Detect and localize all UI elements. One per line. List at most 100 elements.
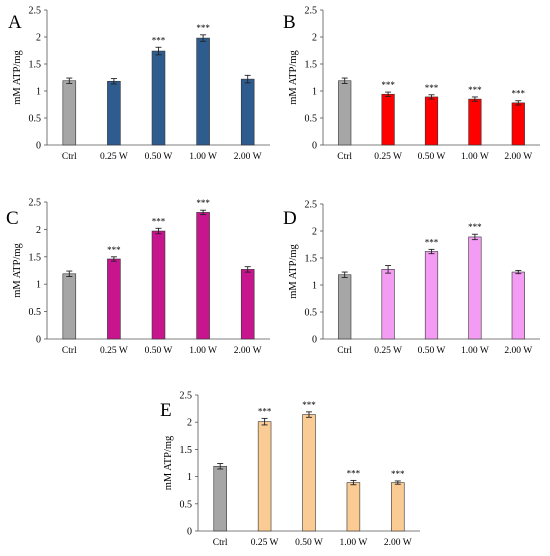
y-tick-label: 2.5	[29, 198, 42, 209]
bar	[424, 251, 439, 340]
y-tick-label: 1	[312, 281, 317, 292]
significance-marker: ***	[468, 85, 482, 95]
y-tick-label: 1	[36, 87, 41, 98]
y-tick-label: 0	[312, 141, 317, 152]
bar	[338, 80, 352, 146]
bar	[511, 102, 525, 146]
significance-marker: ***	[107, 245, 121, 255]
bar	[62, 80, 77, 146]
panel-label: E	[160, 400, 172, 421]
y-tick-label: 1	[312, 87, 317, 98]
significance-marker: ***	[425, 237, 439, 247]
significance-marker: ***	[347, 468, 361, 478]
x-tick-label: 2.00 W	[234, 346, 262, 356]
bar	[468, 98, 482, 146]
x-tick-label: 0.25 W	[100, 346, 128, 356]
bar	[511, 271, 525, 340]
chart-panel-c: C 0 0.5 1 1.5 2 2.5 mM ATP/mg Ctrl *** 0.25 W *** 0.…	[6, 198, 270, 356]
panel-label: B	[283, 12, 296, 33]
x-tick-label: 0.25 W	[100, 152, 128, 162]
y-tick-label: 1.5	[305, 254, 318, 265]
significance-marker: ***	[152, 216, 166, 226]
x-tick-label: 2.00 W	[384, 538, 412, 548]
bar	[151, 230, 166, 340]
y-tick-label: 2.5	[29, 6, 42, 17]
bar	[424, 96, 439, 146]
significance-marker: ***	[381, 80, 395, 90]
y-tick-label: 0.5	[305, 308, 318, 319]
bar	[213, 465, 227, 532]
y-tick-label: 1.5	[29, 252, 42, 263]
bar	[62, 273, 77, 340]
x-tick-label: 0.25 W	[251, 538, 279, 548]
y-tick-label: 1.5	[305, 60, 318, 71]
significance-marker: ***	[468, 222, 482, 232]
y-axis-label: mM ATP/mg	[12, 242, 23, 297]
panel-label: A	[8, 12, 22, 33]
bar	[240, 269, 255, 340]
x-tick-label: 0.50 W	[295, 538, 323, 548]
x-tick-label: 0.25 W	[374, 152, 402, 162]
y-tick-label: 0	[36, 335, 41, 346]
significance-marker: ***	[152, 35, 166, 45]
y-tick-label: 1	[36, 280, 41, 291]
x-tick-label: 0.50 W	[145, 152, 173, 162]
significance-marker: ***	[258, 406, 272, 416]
x-tick-label: 2.00 W	[504, 152, 532, 162]
y-axis-label: mM ATP/mg	[12, 49, 23, 104]
x-tick-label: Ctrl	[213, 538, 228, 548]
chart-panel-a: A 0 0.5 1 1.5 2 2.5 mM ATP/mg Ctrl 0.25 W *** 0.50 …	[8, 6, 270, 162]
bar	[468, 236, 482, 340]
x-tick-label: Ctrl	[337, 152, 352, 162]
x-tick-label: 0.50 W	[418, 346, 446, 356]
y-tick-label: 2.5	[305, 200, 318, 211]
x-tick-label: 0.50 W	[145, 346, 173, 356]
bar	[381, 93, 395, 146]
bar	[196, 37, 210, 146]
chart-panel-d: D 0 0.5 1 1.5 2 2.5 mM ATP/mg Ctrl 0.25 W *** 0.50 …	[283, 200, 540, 356]
x-tick-label: 0.25 W	[374, 346, 402, 356]
bar	[151, 50, 166, 146]
bar	[302, 414, 316, 532]
x-tick-label: 1.00 W	[340, 538, 368, 548]
y-axis-label: mM ATP/mg	[288, 243, 299, 298]
y-tick-label: 0.5	[305, 114, 318, 125]
x-tick-label: 1.00 W	[189, 346, 217, 356]
x-tick-label: 1.00 W	[189, 152, 217, 162]
x-tick-label: 1.00 W	[461, 152, 489, 162]
y-tick-label: 0	[187, 527, 192, 538]
bar	[196, 212, 210, 340]
y-tick-label: 2.5	[180, 391, 193, 402]
y-tick-label: 2	[312, 227, 317, 238]
x-tick-label: 0.50 W	[418, 152, 446, 162]
x-tick-label: Ctrl	[62, 346, 77, 356]
y-tick-label: 2.5	[305, 6, 318, 17]
x-tick-label: Ctrl	[62, 152, 77, 162]
bar	[346, 482, 361, 532]
panel-label: C	[6, 208, 19, 229]
x-tick-label: 2.00 W	[504, 346, 532, 356]
bar	[107, 258, 121, 340]
panel-label: D	[283, 208, 297, 229]
bar	[240, 78, 255, 146]
y-tick-label: 1.5	[29, 60, 42, 71]
y-tick-label: 1	[187, 472, 192, 483]
x-tick-label: 1.00 W	[461, 346, 489, 356]
bar	[391, 482, 405, 532]
y-tick-label: 0.5	[29, 307, 42, 318]
y-tick-label: 2	[36, 225, 41, 236]
y-axis-label: mM ATP/mg	[163, 435, 174, 490]
bar	[338, 274, 352, 340]
chart-panel-b: B 0 0.5 1 1.5 2 2.5 mM ATP/mg Ctrl *** 0.25 W *** 0.…	[283, 6, 540, 162]
y-tick-label: 1.5	[180, 445, 193, 456]
x-tick-label: Ctrl	[337, 346, 352, 356]
bar	[107, 80, 121, 146]
chart-panel-e: E 0 0.5 1 1.5 2 2.5 mM ATP/mg Ctrl *** 0.25 W *** 0.…	[160, 391, 420, 548]
significance-marker: ***	[391, 469, 405, 479]
significance-marker: ***	[512, 89, 526, 99]
significance-marker: ***	[196, 198, 210, 208]
y-tick-label: 2	[312, 33, 317, 44]
y-tick-label: 0.5	[180, 499, 193, 510]
